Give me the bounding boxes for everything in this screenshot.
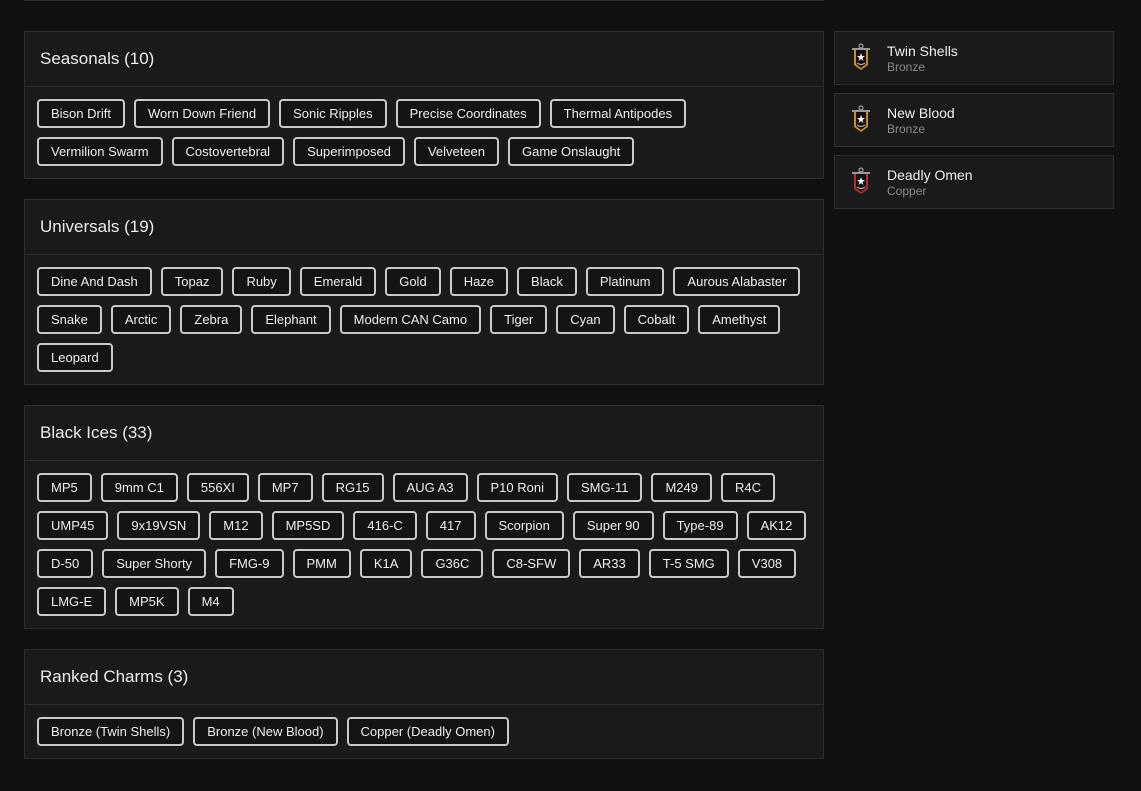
tag-button[interactable]: Platinum	[585, 267, 665, 296]
tag-button[interactable]: Haze	[449, 267, 509, 296]
tag-button[interactable]: M12	[209, 511, 263, 540]
tag-button[interactable]: Black	[517, 267, 577, 296]
tag-button[interactable]: FMG-9	[215, 549, 284, 578]
tag-button[interactable]: Superimposed	[293, 137, 405, 166]
charm-card[interactable]: Deadly Omen Copper	[834, 155, 1114, 209]
tag-button[interactable]: Bronze (New Blood)	[193, 717, 338, 746]
tag-button[interactable]: M249	[651, 473, 712, 502]
tag-button[interactable]: Cobalt	[623, 305, 690, 334]
tag-list: Dine And Dash Topaz Ruby Emerald Gold Haze Bla…	[25, 255, 823, 384]
tag-button[interactable]: P10 Roni	[476, 473, 558, 502]
tag-button[interactable]: PMM	[292, 549, 351, 578]
tag-button[interactable]: Scorpion	[484, 511, 564, 540]
charm-tier: Bronze	[887, 121, 926, 136]
tag-button[interactable]: Modern CAN Camo	[339, 305, 482, 334]
tag-button[interactable]: AK12	[746, 511, 807, 540]
section-title: Black Ices (33)	[25, 406, 823, 461]
tag-button[interactable]: AR33	[579, 549, 640, 578]
tag-button[interactable]: Snake	[37, 305, 102, 334]
tag-button[interactable]: Leopard	[37, 343, 113, 372]
section-title: Seasonals (10)	[25, 32, 823, 87]
tag-button[interactable]: Emerald	[299, 267, 377, 296]
tag-button[interactable]: Super Shorty	[102, 549, 207, 578]
tag-button[interactable]: Dine And Dash	[37, 267, 152, 296]
tag-button[interactable]: C8-SFW	[492, 549, 571, 578]
charm-name: New Blood	[887, 104, 955, 121]
tag-button[interactable]: Game Onslaught	[508, 137, 635, 166]
tag-button[interactable]: Precise Coordinates	[395, 99, 541, 128]
tag-button[interactable]: K1A	[359, 549, 413, 578]
tag-button[interactable]: Ruby	[232, 267, 291, 296]
tag-button[interactable]: Tiger	[490, 305, 548, 334]
tag-list: Bronze (Twin Shells) Bronze (New Blood) Co…	[25, 705, 823, 758]
charm-name: Twin Shells	[887, 42, 958, 59]
tag-button[interactable]: 9x19VSN	[117, 511, 201, 540]
tag-button[interactable]: 9mm C1	[100, 473, 178, 502]
tag-button[interactable]: Costovertebral	[171, 137, 285, 166]
charm-tier: Bronze	[887, 59, 926, 74]
tag-button[interactable]: Thermal Antipodes	[549, 99, 687, 128]
section-title: Universals (19)	[25, 200, 823, 255]
tag-button[interactable]: Gold	[385, 267, 441, 296]
tag-button[interactable]: UMP45	[37, 511, 109, 540]
tag-button[interactable]: 556XI	[186, 473, 249, 502]
tag-button[interactable]: Velveteen	[413, 137, 500, 166]
tag-button[interactable]: Cyan	[556, 305, 615, 334]
tag-button[interactable]: 417	[425, 511, 476, 540]
section-card: Black Ices (33) MP5 9mm C1 556XI MP7 RG15 AUG …	[24, 405, 824, 629]
tag-button[interactable]: T-5 SMG	[648, 549, 729, 578]
tag-button[interactable]: Aurous Alabaster	[673, 267, 801, 296]
tag-list: Bison Drift Worn Down Friend Sonic Ripples…	[25, 87, 823, 178]
tag-button[interactable]: LMG-E	[37, 587, 107, 616]
tag-button[interactable]: SMG-11	[567, 473, 643, 502]
tag-button[interactable]: Worn Down Friend	[133, 99, 271, 128]
tag-button[interactable]: Vermilion Swarm	[37, 137, 163, 166]
charm-name: Deadly Omen	[887, 166, 973, 183]
tag-button[interactable]: V308	[737, 549, 797, 578]
rank-banner-icon	[852, 105, 870, 132]
tag-button[interactable]: MP7	[257, 473, 313, 502]
tag-button[interactable]: AUG A3	[392, 473, 468, 502]
charm-tier: Copper	[887, 183, 927, 198]
main-column: Seasonals (10) Bison Drift Worn Down Frien…	[24, 31, 824, 779]
tag-button[interactable]: 416-C	[353, 511, 417, 540]
tag-button[interactable]: Bronze (Twin Shells)	[37, 717, 185, 746]
tag-button[interactable]: Bison Drift	[37, 99, 125, 128]
ranked-charms-sidebar: Twin Shells Bronze New Blood Bronze Deadly O…	[834, 31, 1114, 217]
tag-button[interactable]: Copper (Deadly Omen)	[346, 717, 509, 746]
rank-banner-icon	[852, 43, 870, 70]
tag-button[interactable]: D-50	[37, 549, 94, 578]
tag-button[interactable]: Arctic	[110, 305, 172, 334]
tag-button[interactable]: R4C	[720, 473, 775, 502]
section-card: Universals (19) Dine And Dash Topaz Ruby Eme…	[24, 199, 824, 385]
tag-button[interactable]: M4	[187, 587, 234, 616]
tag-button[interactable]: Topaz	[160, 267, 224, 296]
tag-button[interactable]: MP5K	[115, 587, 179, 616]
charm-card[interactable]: Twin Shells Bronze	[834, 31, 1114, 85]
tag-button[interactable]: Type-89	[662, 511, 738, 540]
tag-list: MP5 9mm C1 556XI MP7 RG15 AUG A3 P10 Roni SMG-1…	[25, 461, 823, 628]
tag-button[interactable]: Amethyst	[698, 305, 781, 334]
tag-button[interactable]: Super 90	[572, 511, 654, 540]
section-card: Seasonals (10) Bison Drift Worn Down Frien…	[24, 31, 824, 179]
tag-button[interactable]: MP5	[37, 473, 92, 502]
section-title: Ranked Charms (3)	[25, 650, 823, 705]
rank-banner-icon	[852, 167, 870, 194]
tag-button[interactable]: RG15	[321, 473, 384, 502]
tag-button[interactable]: Zebra	[180, 305, 243, 334]
tag-button[interactable]: G36C	[421, 549, 484, 578]
tag-button[interactable]: MP5SD	[271, 511, 345, 540]
previous-card	[24, 0, 824, 1]
tag-button[interactable]: Elephant	[251, 305, 331, 334]
tag-button[interactable]: Sonic Ripples	[279, 99, 387, 128]
section-card: Ranked Charms (3) Bronze (Twin Shells) Bro…	[24, 649, 824, 759]
charm-card[interactable]: New Blood Bronze	[834, 93, 1114, 147]
